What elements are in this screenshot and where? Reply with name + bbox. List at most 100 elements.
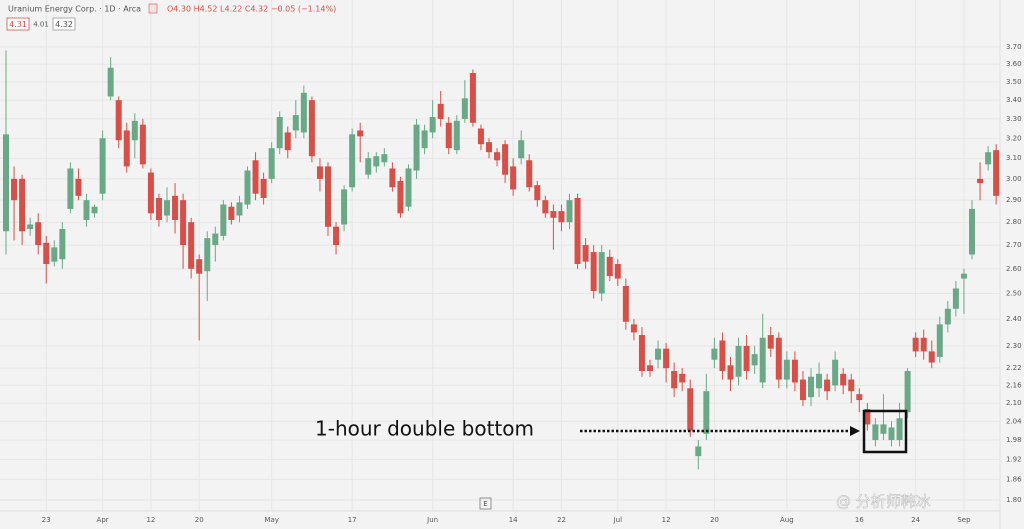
- candle-body: [469, 73, 476, 123]
- candle-body: [582, 245, 589, 262]
- y-tick-label: 3.60: [1006, 60, 1022, 68]
- candle-body: [3, 134, 9, 232]
- candle-body: [872, 424, 879, 441]
- y-tick-label: 2.90: [1006, 196, 1022, 204]
- scale-button-label[interactable]: E: [483, 500, 487, 508]
- candle-body: [477, 128, 484, 145]
- candle-body: [840, 373, 847, 386]
- y-tick-label: 2.60: [1006, 265, 1022, 273]
- candle-body: [67, 168, 74, 209]
- y-tick-label: 1.80: [1006, 496, 1022, 504]
- candle-body: [494, 152, 501, 161]
- candle-body: [534, 185, 541, 201]
- candle-body: [767, 335, 774, 349]
- candle-body: [775, 337, 782, 380]
- annotation-arrowhead: [850, 426, 860, 436]
- x-tick-label: 12: [146, 516, 155, 524]
- scale-button[interactable]: [479, 497, 492, 510]
- x-tick-label: 22: [557, 516, 566, 524]
- y-tick-label: 2.50: [1006, 289, 1022, 297]
- y-tick-label: 3.40: [1006, 96, 1022, 104]
- highlight-box: [862, 409, 908, 454]
- price-box-label: 4.32: [55, 20, 73, 29]
- candle-body: [43, 242, 50, 264]
- candle-body: [172, 195, 179, 220]
- candle-body: [502, 144, 509, 175]
- y-tick-label: 1.86: [1006, 475, 1022, 483]
- candle-body: [799, 379, 806, 401]
- candle-body: [35, 222, 42, 246]
- candle-body: [292, 115, 299, 131]
- candle-body: [614, 263, 621, 279]
- candle-body: [816, 373, 823, 389]
- y-tick-label: 2.30: [1006, 342, 1022, 350]
- candle-body: [824, 379, 831, 392]
- y-tick-label: 1.92: [1006, 455, 1022, 463]
- status-icon: [148, 3, 158, 14]
- y-tick-label: 3.10: [1006, 154, 1022, 162]
- candle-body: [139, 124, 146, 165]
- x-tick-label: Sep: [957, 516, 971, 524]
- candle-body: [719, 340, 726, 371]
- x-tick-label: Jun: [426, 516, 438, 524]
- y-tick-label: 2.16: [1006, 381, 1022, 389]
- candle-body: [510, 166, 517, 190]
- candle-body: [936, 324, 943, 357]
- candle-body: [325, 166, 331, 227]
- y-tick-label: 3.70: [1006, 43, 1022, 51]
- candle-body: [316, 166, 323, 179]
- candle-body: [711, 348, 718, 360]
- candle-body: [300, 92, 307, 133]
- y-tick-label: 3.20: [1006, 134, 1022, 142]
- candle-body: [99, 138, 106, 194]
- candle-body: [783, 359, 790, 380]
- price-box-label: 4.31: [9, 20, 27, 29]
- annotation: 1-hour double bottom: [315, 417, 534, 441]
- candle-body: [236, 202, 243, 216]
- candle-body: [848, 379, 855, 392]
- candle-body: [791, 359, 798, 383]
- y-tick-label: 2.40: [1006, 315, 1022, 323]
- x-tick-label: 17: [348, 516, 357, 524]
- candle-body: [11, 178, 18, 201]
- candle-body: [985, 152, 992, 165]
- candle-body: [437, 103, 444, 119]
- candle-body: [212, 233, 219, 246]
- candle-body: [735, 345, 742, 377]
- candle-body: [606, 256, 613, 277]
- y-tick-label: 3.30: [1006, 115, 1022, 123]
- candle-body: [647, 365, 653, 371]
- candle-body: [856, 394, 863, 401]
- candle-body: [518, 140, 525, 159]
- y-tick-label: 1.98: [1006, 436, 1022, 444]
- candle-body: [421, 130, 428, 149]
- candle-body: [880, 424, 887, 434]
- candle-body: [671, 370, 678, 389]
- x-tick-label: May: [264, 516, 278, 524]
- candle-body: [180, 200, 187, 246]
- candle-body: [405, 168, 412, 207]
- candle-body: [27, 224, 34, 229]
- candle-body: [687, 388, 694, 431]
- candle-body: [19, 178, 26, 232]
- x-tick-label: 14: [509, 516, 518, 524]
- y-tick-label: 2.22: [1006, 364, 1022, 372]
- candle-body: [268, 148, 275, 179]
- candle-body: [751, 354, 758, 366]
- candle-body: [526, 160, 533, 188]
- candle-body: [196, 259, 203, 274]
- symbol: Uranium Energy Corp. · 1D · Arca: [8, 5, 141, 14]
- candle-body: [952, 288, 959, 309]
- candle-body: [590, 252, 597, 291]
- candle-body: [333, 226, 340, 246]
- candle-body: [228, 206, 235, 220]
- candle-body: [308, 100, 315, 157]
- candle-body: [453, 120, 460, 151]
- y-tick-label: 3.50: [1006, 78, 1022, 86]
- candle-body: [928, 351, 935, 363]
- candle-body: [638, 335, 645, 371]
- x-tick-label: Jul: [613, 516, 623, 524]
- ohlc: O4.30 H4.52 L4.22 C4.32 −0.05 (−1.14%): [167, 5, 336, 14]
- candle-body: [622, 285, 629, 322]
- candle-body: [413, 124, 420, 171]
